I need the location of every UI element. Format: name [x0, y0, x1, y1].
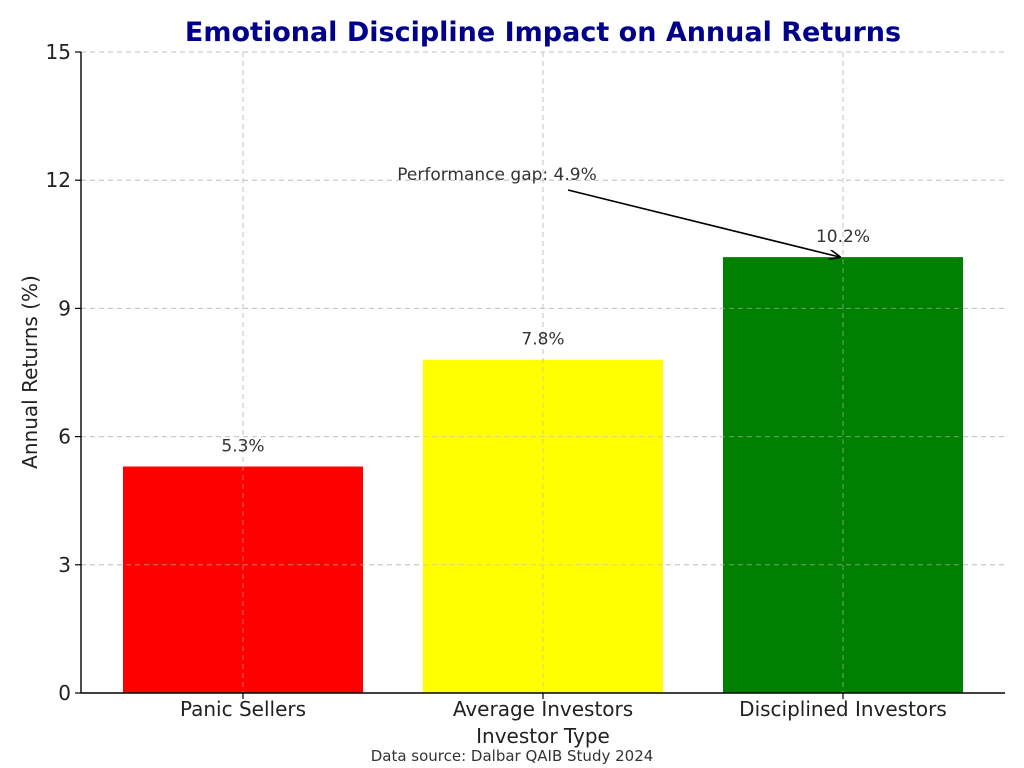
annotation-text: Performance gap: 4.9%: [397, 165, 596, 185]
x-axis-ticks: Panic Sellers Average Investors Discipline…: [180, 693, 947, 721]
x-tick-label: Disciplined Investors: [739, 697, 947, 721]
bar-value-label: 7.8%: [521, 330, 564, 350]
y-tick-label: 12: [46, 168, 71, 192]
annotation: Performance gap: 4.9%: [397, 165, 840, 257]
y-tick-label: 3: [58, 553, 71, 577]
y-axis-label: Annual Returns (%): [18, 275, 42, 469]
x-tick-label: Panic Sellers: [180, 697, 306, 721]
bar-value-label: 5.3%: [221, 437, 264, 457]
chart-title: Emotional Discipline Impact on Annual Re…: [185, 17, 901, 48]
data-source-note: Data source: Dalbar QAIB Study 2024: [371, 747, 654, 765]
x-axis-label: Investor Type: [476, 724, 610, 748]
y-axis-ticks: 0 3 6 9 12 15: [46, 40, 81, 705]
x-tick-label: Average Investors: [453, 697, 633, 721]
y-tick-label: 9: [58, 296, 71, 320]
bar-value-label: 10.2%: [816, 227, 870, 247]
annotation-arrow: [567, 189, 840, 257]
y-tick-label: 0: [58, 681, 71, 705]
bar-value-labels: 5.3% 7.8% 10.2%: [221, 227, 870, 456]
y-tick-label: 15: [46, 40, 71, 64]
bar: [423, 359, 663, 693]
y-tick-label: 6: [58, 425, 71, 449]
bars: [81, 51, 1005, 693]
